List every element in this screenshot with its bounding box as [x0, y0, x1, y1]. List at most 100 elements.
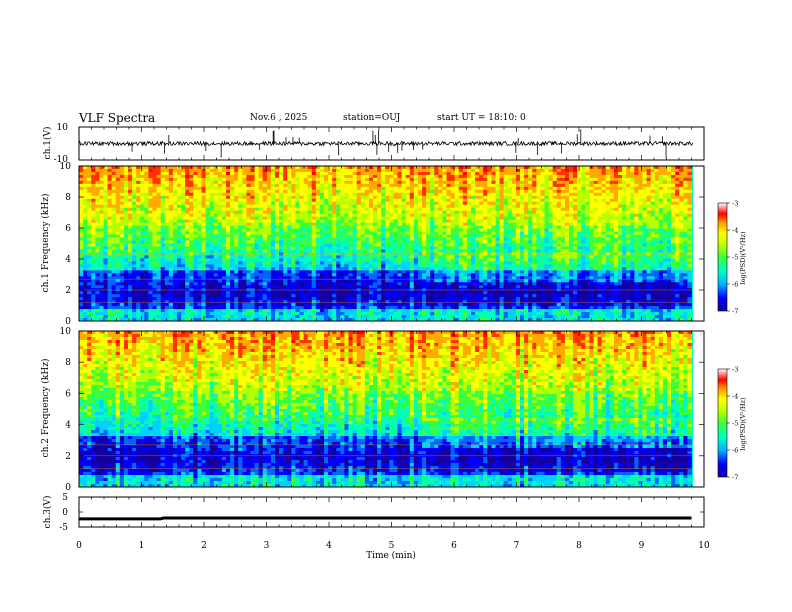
- spectrogram-cell: [647, 187, 651, 190]
- spectrogram-cell: [553, 166, 557, 169]
- spectrogram-cell: [238, 169, 242, 172]
- spectrogram-cell: [202, 214, 206, 217]
- spectrogram-cell: [189, 229, 193, 232]
- spectrogram-cell: [496, 246, 500, 249]
- spectrogram-cell: [651, 255, 655, 258]
- spectrogram-cell: [585, 175, 589, 178]
- spectrogram-cell: [496, 249, 500, 252]
- ch1-waveform-panel: 10 -10 ch.1(V): [42, 123, 704, 165]
- spectrogram-cell: [161, 181, 165, 184]
- spectrogram-cell: [569, 217, 573, 220]
- spectrogram-cell: [479, 217, 483, 220]
- spectrogram-cell: [414, 172, 418, 175]
- spectrogram-cell: [610, 205, 614, 208]
- spectrogram-cell: [91, 166, 95, 169]
- spectrogram-cell: [467, 205, 471, 208]
- spectrogram-cell: [87, 220, 91, 223]
- spectrogram-cell: [671, 184, 675, 187]
- spectrogram-cell: [332, 196, 336, 199]
- spectrogram-cell: [475, 205, 479, 208]
- spectrogram-cell: [687, 226, 691, 229]
- spectrogram-cell: [353, 196, 357, 199]
- spectrogram-cell: [259, 258, 263, 261]
- spectrogram-cell: [634, 175, 638, 178]
- spectrogram-cell: [643, 223, 647, 226]
- spectrogram-cell: [414, 258, 418, 261]
- spectrogram-cell: [291, 199, 295, 202]
- spectrogram-cell: [165, 178, 169, 181]
- spectrogram-cell: [667, 244, 671, 247]
- spectrogram-cell: [120, 205, 124, 208]
- spectrogram-cell: [569, 244, 573, 247]
- spectrogram-cell: [324, 214, 328, 217]
- spectrogram-cell: [459, 241, 463, 244]
- spectrogram-cell: [569, 196, 573, 199]
- spectrogram-cell: [246, 226, 250, 229]
- spectrogram-cell: [512, 172, 516, 175]
- spectrogram-cell: [634, 187, 638, 190]
- spectrogram-cell: [671, 193, 675, 196]
- spectrogram-cell: [381, 214, 385, 217]
- spectrogram-cell: [622, 175, 626, 178]
- spectrogram-cell: [393, 217, 397, 220]
- spectrogram-cell: [104, 202, 108, 205]
- spectrogram-cell: [312, 208, 316, 211]
- spectrogram-cell: [316, 235, 320, 238]
- spectrogram-cell: [173, 220, 177, 223]
- spectrogram-cell: [451, 166, 455, 169]
- spectrogram-cell: [344, 172, 348, 175]
- spectrogram-cell: [565, 199, 569, 202]
- spectrogram-cell: [124, 241, 128, 244]
- spectrogram-cell: [104, 181, 108, 184]
- spectrogram-cell: [479, 246, 483, 249]
- spectrogram-cell: [324, 184, 328, 187]
- spectrogram-cell: [283, 223, 287, 226]
- spectrogram-cell: [512, 169, 516, 172]
- spectrogram-cell: [602, 255, 606, 258]
- spectrogram-cell: [95, 246, 99, 249]
- spectrogram-cell: [373, 181, 377, 184]
- spectrogram-cell: [398, 217, 402, 220]
- spectrogram-cell: [455, 238, 459, 241]
- spectrogram-cell: [279, 246, 283, 249]
- spectrogram-cell: [308, 255, 312, 258]
- spectrogram-cell: [148, 255, 152, 258]
- spectrogram-cell: [389, 205, 393, 208]
- spectrogram-cell: [524, 205, 528, 208]
- spectrogram-cell: [242, 246, 246, 249]
- spectrogram-cell: [210, 193, 214, 196]
- spectrogram-cell: [214, 220, 218, 223]
- spectrogram-cell: [349, 214, 353, 217]
- spectrogram-cell: [357, 246, 361, 249]
- spectrogram-cell: [487, 208, 491, 211]
- spectrogram-cell: [116, 255, 120, 258]
- spectrogram-cell: [508, 249, 512, 252]
- spectrogram-cell: [112, 172, 116, 175]
- spectrogram-cell: [283, 229, 287, 232]
- spectrogram-cell: [398, 211, 402, 214]
- spectrogram-cell: [679, 220, 683, 223]
- spectrogram-cell: [528, 244, 532, 247]
- spectrogram-cell: [251, 235, 255, 238]
- spectrogram-cell: [79, 169, 83, 172]
- spectrogram-cell: [234, 241, 238, 244]
- spectrogram-cell: [414, 184, 418, 187]
- spectrogram-cell: [357, 226, 361, 229]
- spectrogram-cell: [157, 235, 161, 238]
- spectrogram-cell: [365, 193, 369, 196]
- spectrogram-cell: [622, 178, 626, 181]
- spectrogram-cell: [206, 258, 210, 261]
- spectrogram-cell: [218, 261, 222, 264]
- spectrogram-cell: [181, 246, 185, 249]
- spectrogram-cell: [295, 232, 299, 235]
- spectrogram-cell: [508, 178, 512, 181]
- spectrogram-cell: [483, 190, 487, 193]
- spectrogram-cell: [202, 238, 206, 241]
- spectrogram-cell: [83, 166, 87, 169]
- spectrogram-cell: [532, 232, 536, 235]
- spectrogram-cell: [263, 193, 267, 196]
- spectrogram-cell: [402, 223, 406, 226]
- spectrogram-cell: [438, 255, 442, 258]
- spectrogram-cell: [120, 172, 124, 175]
- spectrogram-cell: [279, 166, 283, 169]
